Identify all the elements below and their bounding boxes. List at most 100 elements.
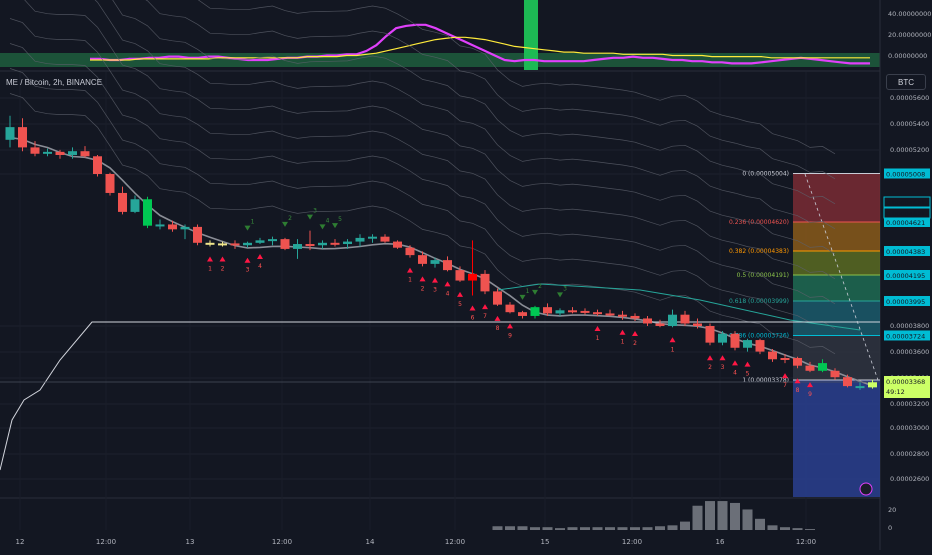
volume-bar [580, 527, 590, 530]
candle-body [505, 304, 515, 313]
price-tick-label: 0.00003800 [890, 322, 929, 330]
ma-band-line [9, 43, 836, 305]
candle-body [405, 247, 415, 256]
price-tick-label: 0.00005600 [890, 94, 929, 102]
candle-body [218, 243, 227, 246]
price-tick-label: 0.00002600 [890, 475, 929, 483]
volume-bar [505, 526, 515, 530]
candle-body [193, 226, 202, 243]
buy-count-label: 9 [508, 332, 512, 339]
candle-body [368, 236, 377, 239]
candle-body [518, 312, 527, 316]
candle-body [30, 147, 40, 154]
candle-body [568, 310, 577, 313]
buy-count-label: 9 [808, 391, 812, 398]
fib-level-label: 1 (0.00003378) [742, 377, 789, 384]
candle-body [555, 310, 565, 314]
extra-price-tag-label: 0.00004621 [886, 199, 925, 207]
buy-signal-arrow [244, 257, 251, 263]
volume-bar [567, 527, 578, 530]
price-tick-label: 0.00003000 [890, 424, 929, 432]
sell-signal-arrow [319, 224, 326, 230]
candle-body [230, 243, 240, 246]
time-axis-label: 15 [541, 538, 550, 546]
volume-bar [780, 527, 790, 530]
fib-trend-line [804, 173, 879, 381]
candle-body [168, 224, 177, 230]
candle-body [418, 255, 427, 264]
candle-body [643, 318, 652, 324]
oscillator-series-line [90, 36, 870, 61]
candle-body [543, 307, 552, 314]
time-axis-label: 16 [716, 538, 725, 546]
candle-body [355, 237, 365, 242]
volume-bar [767, 525, 778, 530]
ma-band-line [24, 0, 836, 255]
buy-signal-arrow [794, 378, 801, 384]
candle-body [5, 127, 15, 140]
candle-body [818, 363, 827, 371]
candle-body [743, 340, 752, 348]
buy-signal-arrow [469, 305, 476, 311]
candle-body [618, 314, 627, 317]
candle-body [55, 151, 65, 155]
oscillator-highlight-bar [524, 0, 538, 70]
candle-body [68, 151, 77, 155]
volume-bar [530, 527, 540, 530]
candle-body [530, 307, 540, 316]
price-tick-label: 0.00003600 [890, 348, 929, 356]
time-axis-label: 12:00 [796, 538, 816, 546]
candle-body [793, 357, 802, 366]
candle-body [243, 242, 252, 246]
buy-signal-arrow [507, 323, 513, 329]
sell-signal-arrow [532, 289, 538, 295]
buy-count-label: 6 [471, 314, 475, 321]
fib-price-tag-label: 0.00003724 [886, 332, 925, 340]
buy-signal-arrow [219, 256, 226, 262]
symbol-label: ME / Bitcoin, 2h, BINANCE [6, 78, 103, 87]
sell-signal-arrow [282, 221, 288, 227]
candle-body [805, 365, 815, 371]
sell-signal-arrow [519, 294, 526, 300]
sell-signal-arrow [332, 223, 338, 229]
fib-zone [793, 275, 880, 301]
oscillator-tick-label: 40.00000000 [888, 10, 931, 18]
currency-button[interactable]: BTC [886, 74, 926, 90]
fib-price-tag-label: 0.00004621 [886, 219, 925, 227]
buy-signal-arrow [719, 355, 726, 361]
fib-price-tag-label: 0.00005008 [886, 170, 925, 178]
countdown-label: 49:12 [886, 388, 905, 396]
time-axis-label: 12 [16, 538, 25, 546]
ma-line [9, 136, 873, 387]
ma-band-line [9, 68, 836, 330]
fib-level-label: 0.5 (0.00004191) [737, 272, 789, 279]
sell-signal-arrow [244, 225, 251, 231]
sell-count-label: 3 [563, 285, 567, 292]
buy-signal-arrow [482, 304, 488, 310]
candle-body [18, 127, 27, 148]
support-line [0, 321, 880, 471]
candle-body [630, 315, 640, 319]
buy-count-label: 4 [446, 290, 450, 297]
buy-count-label: 3 [433, 287, 437, 294]
sell-signal-arrow [307, 214, 313, 220]
sell-count-label: 1 [526, 288, 530, 295]
extra-price-tag [883, 207, 931, 219]
candle-body [255, 240, 265, 243]
buy-signal-arrow [632, 330, 638, 336]
price-tick-label: 0.00005200 [890, 146, 929, 154]
volume-bar [630, 527, 640, 530]
buy-count-label: 4 [258, 263, 262, 270]
fib-price-tag [884, 296, 930, 306]
ma-band-line [9, 93, 836, 355]
price-tick-label: 0.00005400 [890, 120, 929, 128]
buy-count-label: 2 [421, 285, 425, 292]
extra-price-tag [883, 196, 931, 208]
volume-bar [755, 518, 765, 530]
last-price-label: 0.00003368 [886, 378, 925, 386]
buy-signal-arrow [444, 281, 451, 287]
candle-body [155, 224, 165, 227]
candle-body [118, 192, 127, 212]
